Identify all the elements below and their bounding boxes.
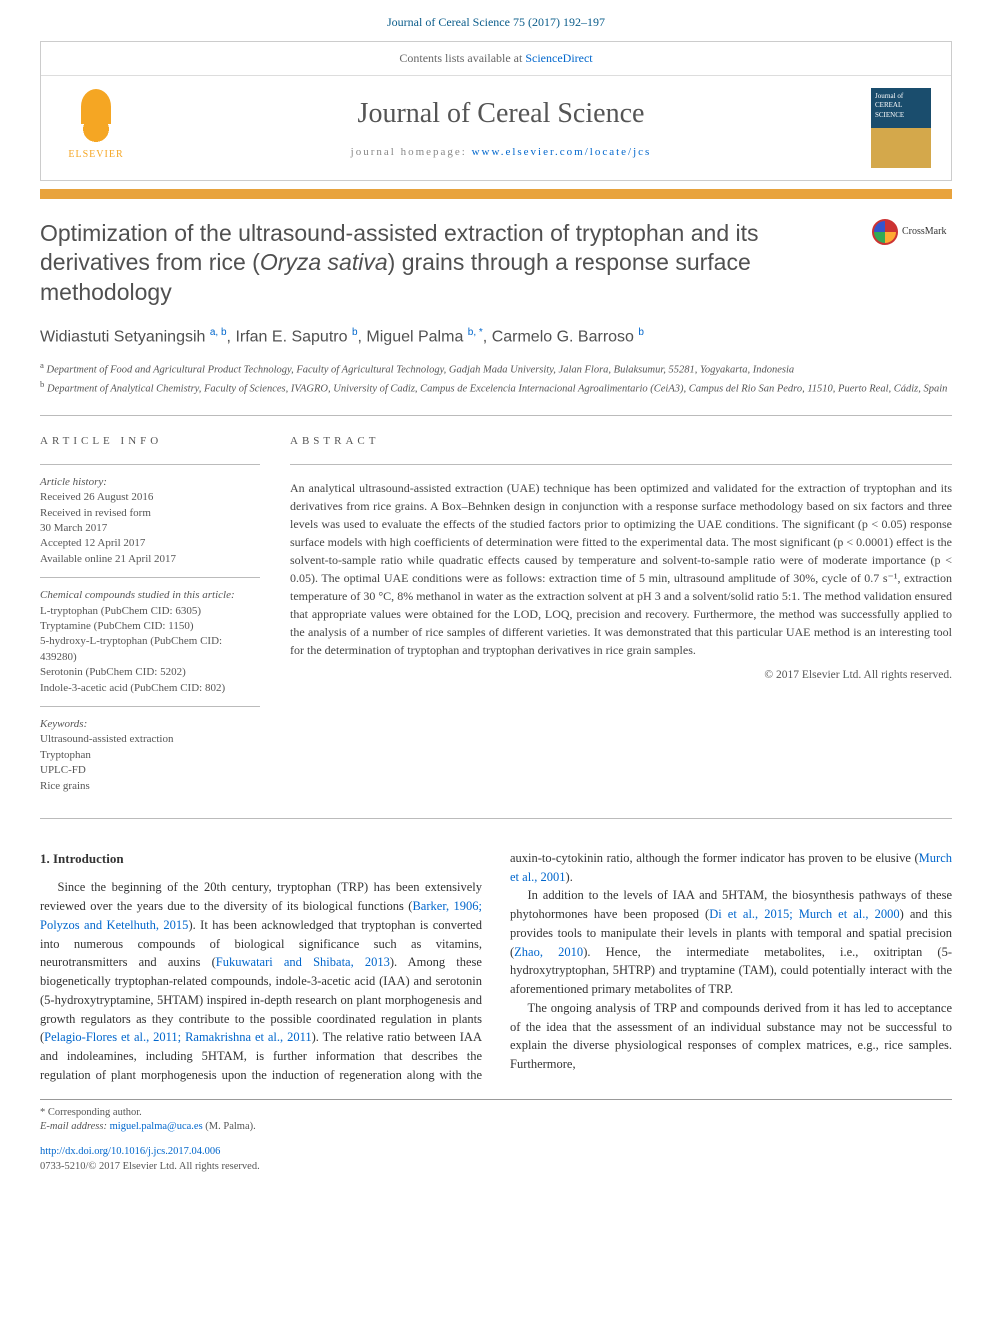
body-paragraph: The ongoing analysis of TRP and compound… bbox=[510, 999, 952, 1074]
info-abstract-row: ARTICLE INFO Article history: Received 2… bbox=[40, 434, 952, 799]
abstract-text: An analytical ultrasound-assisted extrac… bbox=[290, 479, 952, 659]
elsevier-tree-icon bbox=[71, 94, 121, 144]
aff-text: Department of Analytical Chemistry, Facu… bbox=[47, 384, 947, 395]
crossmark-icon bbox=[872, 219, 898, 245]
cover-text: Journal of CEREAL SCIENCE bbox=[875, 92, 927, 121]
email-label: E-mail address: bbox=[40, 1121, 110, 1132]
affiliations-block: a Department of Food and Agricultural Pr… bbox=[40, 359, 952, 398]
elsevier-logo: ELSEVIER bbox=[61, 88, 131, 168]
article-title: Optimization of the ultrasound-assisted … bbox=[40, 219, 852, 309]
aff-text: Department of Food and Agricultural Prod… bbox=[47, 364, 795, 375]
contents-prefix: Contents lists available at bbox=[399, 51, 525, 65]
history-line: Available online 21 April 2017 bbox=[40, 552, 260, 567]
keyword-line: Rice grains bbox=[40, 779, 260, 794]
citation-link[interactable]: Fukuwatari and Shibata, 2013 bbox=[216, 955, 390, 969]
divider bbox=[40, 415, 952, 416]
email-line: E-mail address: miguel.palma@uca.es (M. … bbox=[40, 1120, 952, 1135]
header-main-row: ELSEVIER Journal of Cereal Science journ… bbox=[41, 76, 951, 180]
journal-cover-thumb: Journal of CEREAL SCIENCE bbox=[871, 88, 931, 168]
body-columns: 1. Introduction Since the beginning of t… bbox=[40, 849, 952, 1085]
sciencedirect-link[interactable]: ScienceDirect bbox=[525, 51, 592, 65]
history-line: 30 March 2017 bbox=[40, 521, 260, 536]
compound-line: Indole-3-acetic acid (PubChem CID: 802) bbox=[40, 681, 260, 696]
body-text: ). bbox=[566, 870, 573, 884]
journal-header-box: Contents lists available at ScienceDirec… bbox=[40, 41, 952, 181]
keyword-line: Ultrasound-assisted extraction bbox=[40, 732, 260, 747]
history-block: Article history: Received 26 August 2016… bbox=[40, 475, 260, 567]
citation-link[interactable]: 2011 bbox=[287, 1030, 312, 1044]
doi-block: http://dx.doi.org/10.1016/j.jcs.2017.04.… bbox=[40, 1145, 952, 1174]
citation-link[interactable]: Di et al., 2015; Murch et al., 2000 bbox=[709, 907, 899, 921]
footer-block: * Corresponding author. E-mail address: … bbox=[40, 1099, 952, 1175]
history-line: Received in revised form bbox=[40, 506, 260, 521]
homepage-link[interactable]: www.elsevier.com/locate/jcs bbox=[472, 146, 652, 158]
crossmark-label: CrossMark bbox=[902, 225, 946, 239]
affiliation-a: a Department of Food and Agricultural Pr… bbox=[40, 359, 952, 378]
aff-sup: b bbox=[40, 379, 44, 389]
authors-line: Widiastuti Setyaningsih a, b, Irfan E. S… bbox=[40, 326, 952, 349]
abstract-col: ABSTRACT An analytical ultrasound-assist… bbox=[290, 434, 952, 799]
abstract-copyright: © 2017 Elsevier Ltd. All rights reserved… bbox=[290, 667, 952, 683]
journal-title-block: Journal of Cereal Science journal homepa… bbox=[131, 94, 871, 161]
journal-homepage-line: journal homepage: www.elsevier.com/locat… bbox=[131, 145, 871, 160]
body-text: The ongoing analysis of TRP and compound… bbox=[510, 1001, 952, 1071]
compound-line: L-tryptophan (PubChem CID: 6305) bbox=[40, 604, 260, 619]
main-content: Optimization of the ultrasound-assisted … bbox=[0, 219, 992, 1175]
keyword-line: UPLC-FD bbox=[40, 763, 260, 778]
affiliation-b: b Department of Analytical Chemistry, Fa… bbox=[40, 378, 952, 397]
body-paragraph: In addition to the levels of IAA and 5HT… bbox=[510, 886, 952, 999]
divider bbox=[40, 577, 260, 578]
history-label: Article history: bbox=[40, 475, 260, 490]
title-row: Optimization of the ultrasound-assisted … bbox=[40, 219, 952, 309]
contents-list-text: Contents lists available at ScienceDirec… bbox=[399, 50, 592, 67]
history-line: Received 26 August 2016 bbox=[40, 490, 260, 505]
doi-link[interactable]: http://dx.doi.org/10.1016/j.jcs.2017.04.… bbox=[40, 1146, 220, 1157]
compound-line: Tryptamine (PubChem CID: 1150) bbox=[40, 619, 260, 634]
elsevier-label: ELSEVIER bbox=[68, 148, 123, 162]
compounds-block: Chemical compounds studied in this artic… bbox=[40, 588, 260, 696]
orange-accent-bar bbox=[40, 189, 952, 199]
divider bbox=[40, 706, 260, 707]
email-suffix: (M. Palma). bbox=[203, 1121, 256, 1132]
citation-link[interactable]: Zhao, 2010 bbox=[514, 945, 583, 959]
compounds-label: Chemical compounds studied in this artic… bbox=[40, 588, 260, 603]
article-info-header: ARTICLE INFO bbox=[40, 434, 260, 449]
history-line: Accepted 12 April 2017 bbox=[40, 536, 260, 551]
journal-name: Journal of Cereal Science bbox=[131, 94, 871, 133]
aff-sup: a bbox=[40, 360, 44, 370]
issn-line: 0733-5210/© 2017 Elsevier Ltd. All right… bbox=[40, 1160, 952, 1175]
corresponding-author: * Corresponding author. bbox=[40, 1106, 952, 1121]
compound-line: Serotonin (PubChem CID: 5202) bbox=[40, 665, 260, 680]
abstract-header: ABSTRACT bbox=[290, 434, 952, 449]
keywords-label: Keywords: bbox=[40, 717, 260, 732]
divider bbox=[40, 464, 260, 465]
citation-line: Journal of Cereal Science 75 (2017) 192–… bbox=[0, 0, 992, 41]
title-italic: Oryza sativa bbox=[260, 249, 388, 275]
compound-line: 5-hydroxy-L-tryptophan (PubChem CID: 439… bbox=[40, 634, 260, 665]
email-link[interactable]: miguel.palma@uca.es bbox=[110, 1121, 203, 1132]
article-info-col: ARTICLE INFO Article history: Received 2… bbox=[40, 434, 260, 799]
section-heading: 1. Introduction bbox=[40, 849, 482, 869]
keyword-line: Tryptophan bbox=[40, 748, 260, 763]
keywords-block: Keywords: Ultrasound-assisted extraction… bbox=[40, 717, 260, 794]
divider bbox=[290, 464, 952, 465]
citation-link[interactable]: Pelagio-Flores et al., 2011; Ramakrishna… bbox=[44, 1030, 283, 1044]
divider bbox=[40, 818, 952, 819]
homepage-label: journal homepage: bbox=[351, 146, 472, 158]
header-top-bar: Contents lists available at ScienceDirec… bbox=[41, 42, 951, 76]
crossmark-badge[interactable]: CrossMark bbox=[872, 219, 952, 245]
